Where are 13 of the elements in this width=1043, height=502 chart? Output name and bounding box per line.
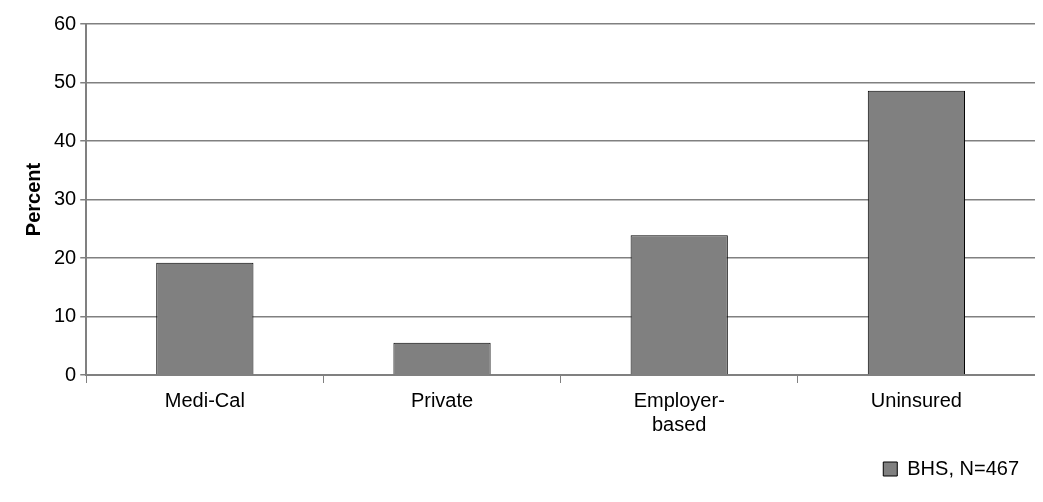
y-tick-label: 60 — [54, 11, 77, 34]
y-tick-label: 50 — [54, 70, 77, 93]
x-tick-label: Uninsured — [870, 388, 962, 411]
y-axis-title: Percent — [21, 162, 44, 237]
y-tick-label: 0 — [65, 362, 77, 385]
x-tick-label: Medi-Cal — [164, 388, 245, 411]
y-tick-label: 30 — [54, 187, 77, 210]
legend-label: BHS, N=467 — [907, 456, 1020, 479]
x-tick-label: Private — [410, 388, 474, 411]
x-tick-label: Employer-based — [633, 388, 725, 435]
y-tick-label: 40 — [54, 128, 77, 151]
y-tick-label: 10 — [54, 304, 77, 327]
y-tick-label: 20 — [54, 245, 77, 268]
